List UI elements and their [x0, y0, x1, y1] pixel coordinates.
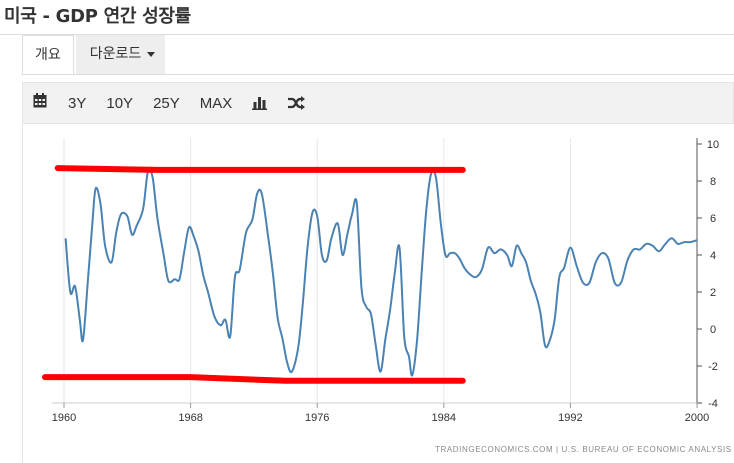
source-credit: TRADINGECONOMICS.COM | U.S. BUREAU OF EC… — [435, 445, 732, 454]
x-tick-label-1984: 1984 — [432, 412, 456, 424]
title-divider — [0, 34, 734, 35]
bar-chart-icon[interactable] — [252, 96, 268, 110]
range-3y-button[interactable]: 3Y — [68, 94, 87, 112]
page-title: 미국 - GDP 연간 성장률 — [4, 6, 191, 27]
range-25y-button[interactable]: 25Y — [153, 94, 180, 112]
x-tick-label-2000: 2000 — [685, 412, 709, 424]
x-tick-label-1968: 1968 — [178, 412, 202, 424]
chart-toolbar: 3Y 10Y 25Y MAX — [22, 82, 734, 124]
calendar-icon[interactable] — [33, 93, 47, 113]
tab-bar: 개요 다운로드 — [22, 35, 166, 75]
range-max-button[interactable]: MAX — [199, 94, 233, 112]
tab-download[interactable]: 다운로드 — [75, 35, 166, 75]
y-tick-label-8: 8 — [710, 176, 716, 188]
y-tick-label--2: -2 — [708, 361, 718, 373]
y-tick-label--4: -4 — [708, 398, 718, 410]
chart-area: 10 8 6 4 2 0 -2 -4 1960 1968 1976 1984 1992 2000 TRAD… — [22, 124, 734, 463]
gdp-growth-chart: 10 8 6 4 2 0 -2 -4 1960 1968 1976 1984 1992 2000 — [42, 138, 719, 424]
caret-down-icon — [147, 51, 156, 57]
series-line-0 — [64, 168, 698, 377]
range-10y-button[interactable]: 10Y — [106, 94, 134, 112]
x-tick-label-1992: 1992 — [558, 412, 582, 424]
y-tick-label-2: 2 — [710, 287, 716, 299]
annotation-line-1 — [42, 374, 466, 384]
y-tick-label-4: 4 — [710, 250, 716, 262]
tab-download-label: 다운로드 — [89, 46, 142, 62]
shuffle-icon[interactable] — [287, 96, 306, 110]
y-tick-label-10: 10 — [707, 139, 719, 151]
tab-overview[interactable]: 개요 — [22, 35, 74, 75]
x-tick-label-1976: 1976 — [305, 412, 329, 424]
annotation-line-0 — [54, 165, 466, 173]
x-tick-label-1960: 1960 — [52, 412, 76, 424]
y-tick-label-0: 0 — [710, 324, 716, 336]
y-tick-label-6: 6 — [710, 213, 716, 225]
tabs-divider — [22, 74, 734, 75]
